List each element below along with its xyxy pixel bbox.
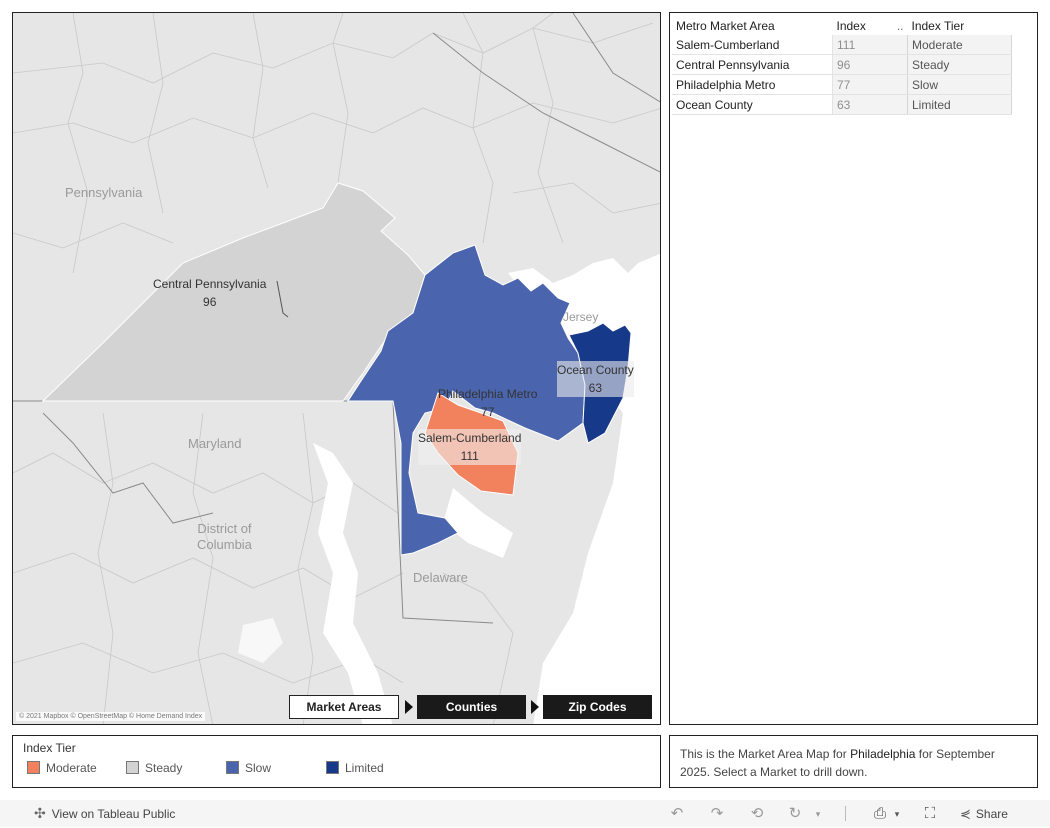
legend-label: Slow xyxy=(245,761,272,775)
region-central-pennsylvania[interactable] xyxy=(41,182,426,402)
legend-item-limited[interactable]: Limited xyxy=(326,761,384,777)
legend-label: Moderate xyxy=(46,761,97,775)
market-table: Metro Market Area Index .. Index Tier Sa… xyxy=(672,17,1012,115)
map-panel[interactable]: Pennsylvania Maryland District of Columb… xyxy=(12,12,661,725)
cell-market: Ocean County xyxy=(672,94,833,115)
table-header-row: Metro Market Area Index .. Index Tier xyxy=(672,17,1012,35)
cell-market: Philadelphia Metro xyxy=(672,74,833,95)
description-city: Philadelphia xyxy=(850,747,916,761)
legend-title: Index Tier xyxy=(23,741,76,755)
cell-tier: Moderate xyxy=(907,35,1012,55)
map-attribution: © 2021 Mapbox © OpenStreetMap © Home Dem… xyxy=(16,712,206,721)
download-icon[interactable]: ⎙ xyxy=(873,805,886,822)
col-header-index-label: Index xyxy=(836,19,866,33)
market-map[interactable] xyxy=(13,13,661,725)
cell-tier: Slow xyxy=(907,74,1012,95)
label-maryland: Maryland xyxy=(188,436,242,451)
label-jersey: Jersey xyxy=(563,310,599,324)
zip-codes-button[interactable]: Zip Codes xyxy=(543,695,652,719)
description-suffix: for September 2025. Select a Market to d… xyxy=(680,747,995,779)
sort-indicator-icon[interactable]: .. xyxy=(896,19,904,33)
redo-icon[interactable]: ↷ xyxy=(710,805,724,822)
region-name: Central Pennsylvania xyxy=(153,277,267,291)
col-header-index[interactable]: Index .. xyxy=(833,17,908,35)
cell-index: 96 xyxy=(832,54,908,75)
legend-item-moderate[interactable]: Moderate xyxy=(27,761,97,777)
description-text: This is the Market Area Map for Philadel… xyxy=(680,745,1025,781)
legend-swatch xyxy=(27,761,40,774)
legend-panel: Index Tier Moderate Steady Slow Limited xyxy=(12,735,661,788)
view-on-tableau-link[interactable]: ✣ View on Tableau Public xyxy=(34,800,175,827)
cell-tier: Limited xyxy=(907,94,1012,115)
map-label-central-pennsylvania: Central Pennsylvania 96 xyxy=(153,275,266,311)
region-name: Philadelphia Metro xyxy=(438,387,538,401)
legend-item-slow[interactable]: Slow xyxy=(226,761,271,777)
col-header-market[interactable]: Metro Market Area xyxy=(676,19,775,33)
region-philadelphia-metro[interactable] xyxy=(347,244,586,556)
nav-arrow-icon xyxy=(405,700,413,714)
col-header-tier[interactable]: Index Tier xyxy=(911,19,965,33)
counties-button[interactable]: Counties xyxy=(417,695,526,719)
fullscreen-icon[interactable]: ⛶ xyxy=(924,805,936,822)
legend-label: Limited xyxy=(345,761,384,775)
region-name: Salem-Cumberland xyxy=(418,431,522,445)
region-index: 96 xyxy=(203,295,217,309)
nav-arrow-icon xyxy=(531,700,539,714)
cell-index: 111 xyxy=(832,35,908,55)
label-pennsylvania: Pennsylvania xyxy=(65,185,143,200)
description-panel: This is the Market Area Map for Philadel… xyxy=(669,735,1038,788)
refresh-icon[interactable]: ↻ xyxy=(788,805,802,822)
table-row[interactable]: Salem-Cumberland 111 Moderate xyxy=(672,35,1012,55)
table-row[interactable]: Central Pennsylvania 96 Steady xyxy=(672,54,1012,75)
legend-item-steady[interactable]: Steady xyxy=(126,761,182,777)
description-prefix: This is the Market Area Map for xyxy=(680,747,851,761)
map-label-philadelphia-metro: Philadelphia Metro 77 xyxy=(438,385,537,421)
label-delaware: Delaware xyxy=(413,570,468,585)
tableau-logo-icon: ✣ xyxy=(34,805,46,821)
toolbar-divider xyxy=(845,806,846,821)
legend-swatch xyxy=(326,761,339,774)
label-district-of-columbia: District of Columbia xyxy=(197,521,252,552)
tableau-toolbar: ✣ View on Tableau Public ↶ ↷ ⟲ ↻ ▾ ⎙ ▾ ⛶ … xyxy=(0,800,1050,827)
map-label-ocean-county: Ocean County 63 xyxy=(557,361,634,397)
share-icon: ⋞ xyxy=(960,806,971,821)
view-on-tableau-label: View on Tableau Public xyxy=(51,807,176,821)
region-index: 111 xyxy=(460,449,479,463)
region-index: 63 xyxy=(588,381,603,395)
region-index: 77 xyxy=(481,405,495,419)
share-label: Share xyxy=(975,807,1008,821)
legend-swatch xyxy=(126,761,139,774)
revert-icon[interactable]: ⟲ xyxy=(750,805,764,822)
market-areas-button[interactable]: Market Areas xyxy=(289,695,399,719)
map-label-salem-cumberland: Salem-Cumberland 111 xyxy=(418,429,522,465)
refresh-dropdown-icon[interactable]: ▾ xyxy=(815,809,821,819)
market-table-panel: Metro Market Area Index .. Index Tier Sa… xyxy=(669,12,1038,725)
download-dropdown-icon[interactable]: ▾ xyxy=(894,809,900,819)
undo-icon[interactable]: ↶ xyxy=(670,805,684,822)
table-row[interactable]: Ocean County 63 Limited xyxy=(672,94,1012,115)
share-button[interactable]: ⋞ Share xyxy=(960,800,1008,827)
cell-market: Central Pennsylvania xyxy=(672,54,833,75)
cell-index: 77 xyxy=(832,74,908,95)
table-row[interactable]: Philadelphia Metro 77 Slow xyxy=(672,74,1012,95)
cell-market: Salem-Cumberland xyxy=(672,35,833,55)
label-leader-line xyxy=(276,280,289,318)
legend-swatch xyxy=(226,761,239,774)
cell-index: 63 xyxy=(832,94,908,115)
cell-tier: Steady xyxy=(907,54,1012,75)
legend-label: Steady xyxy=(145,761,183,775)
region-name: Ocean County xyxy=(557,363,634,377)
